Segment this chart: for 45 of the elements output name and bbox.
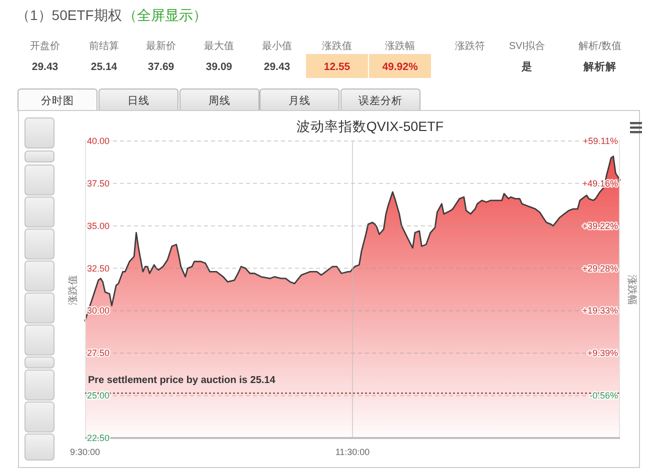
- annotation: 涨跌符: [455, 41, 485, 52]
- y2tick: -0.56%: [589, 390, 618, 401]
- ytick: 25.00: [87, 390, 110, 401]
- ytick: 22.50: [87, 433, 110, 443]
- annotation: 解析解: [584, 61, 616, 73]
- ylabel: 涨跌值: [68, 275, 79, 305]
- ytick: 40.00: [87, 136, 110, 146]
- annotation: 最新价: [146, 41, 176, 52]
- annotation: （1）50ETF期权: [16, 7, 122, 23]
- annotation: 前结算: [89, 41, 119, 52]
- xtick: 11:30:00: [335, 447, 370, 457]
- annotation: 涨跌值: [322, 41, 352, 52]
- y2tick: +59.11%: [582, 136, 618, 146]
- y2tick: +29.28%: [582, 263, 618, 274]
- annotation: 涨跌幅: [385, 41, 415, 52]
- annotation: 29.43: [264, 61, 290, 73]
- annotation: 29.43: [32, 61, 58, 73]
- annotation: 是: [522, 61, 532, 73]
- y2tick: +19.33%: [582, 306, 618, 316]
- title: 波动率指数QVIX-50ETF: [296, 119, 444, 134]
- y2tick: +9.39%: [587, 348, 618, 358]
- annotation: 开盘价: [30, 41, 60, 52]
- annotation: 25.14: [90, 61, 118, 73]
- annotation: 解析/数值: [578, 41, 622, 52]
- ytick: 37.50: [87, 178, 110, 188]
- xtick: 9:30:00: [70, 447, 100, 457]
- annotation: 37.69: [148, 61, 174, 73]
- annotation: 误差分析: [358, 95, 402, 107]
- ref-label: Pre settlement price by auction is 25.14: [88, 375, 276, 386]
- ytick: 32.50: [87, 263, 110, 274]
- annotation: 49.92%: [382, 61, 418, 73]
- annotation: 39.09: [206, 61, 232, 73]
- annotation: 日线: [128, 95, 150, 107]
- ytick: 35.00: [87, 220, 110, 231]
- annotation: 月线: [288, 95, 310, 107]
- annotation: 12.55: [324, 61, 350, 73]
- annotation: 最大值: [204, 41, 234, 52]
- annotation: 分时图: [41, 95, 74, 107]
- y2label: 涨跌幅: [626, 275, 637, 305]
- annotation: 周线: [208, 95, 230, 107]
- annotation: SVI拟合: [508, 41, 546, 52]
- annotation: （全屏显示）: [122, 7, 207, 23]
- annotation: 最小值: [262, 41, 292, 52]
- ytick: 27.50: [87, 348, 110, 358]
- y2tick: +39.22%: [582, 220, 618, 231]
